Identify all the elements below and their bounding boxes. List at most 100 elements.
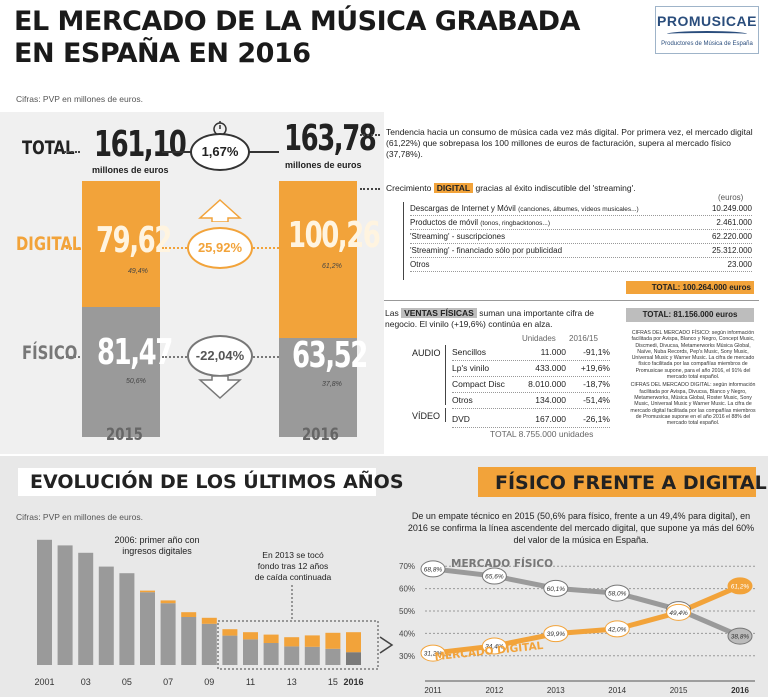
fvd-line-chart: 30%40%50%60%70%68,8%65,6%60,1%58,0%50,6%… [399, 557, 755, 695]
fisico-total: TOTAL: 81.156.000 euros [626, 308, 754, 322]
bar-2015-digital [82, 181, 160, 308]
unit-2015: millones de euros [92, 165, 169, 175]
digital-2015-pct: 49,4% [128, 268, 148, 275]
col-units: Unidades [522, 334, 556, 343]
point-marker [604, 620, 630, 638]
chevron-right-icon [379, 636, 394, 654]
bar-fisico-2009 [201, 623, 217, 665]
bar-fisico-2005 [119, 573, 135, 665]
bar-2016-digital [279, 181, 357, 338]
bar-fisico-2014 [304, 646, 320, 665]
bar-digital-2014 [304, 635, 320, 647]
y-tick-label: 30% [399, 652, 415, 661]
bar-digital-2007 [160, 600, 176, 604]
audio-bracket [445, 345, 446, 405]
bar-digital-2008 [181, 612, 197, 617]
bar-digital-2012 [263, 634, 279, 643]
bar-fisico-2016 [346, 652, 361, 665]
line-digital [432, 583, 741, 656]
data-label: 65,6% [485, 574, 504, 581]
table-row: DVD 167.000 -26,1% [452, 412, 610, 428]
trend-text: Tendencia hacia un consumo de música cad… [386, 127, 753, 159]
fisico-change-circle: -22,04% [187, 335, 253, 377]
section-divider [384, 300, 759, 301]
evolucion-title-box [18, 468, 376, 496]
logo-text: PROMUSICAE [657, 13, 757, 29]
x-tick-label: 2016 [731, 686, 749, 695]
audio-label: AUDIO [412, 348, 441, 358]
table-row: Compact Disc 8.010.000 -18,7% [452, 377, 610, 393]
x-tick-label: 09 [204, 677, 214, 687]
point-marker [420, 560, 446, 578]
bar-fisico-2002 [57, 545, 73, 665]
evolution-bar-chart: 2001 03 05 07 09 11 13 15 2016 [34, 539, 394, 687]
fisico-2015-pct: 50,6% [126, 378, 146, 385]
data-label: 60,1% [547, 586, 566, 593]
x-tick-label: 2001 [34, 677, 54, 687]
table-row: 'Streaming' - suscripciones 62.220.000 [410, 230, 752, 244]
bar-fisico-2013 [284, 646, 300, 665]
bar-digital-2009 [201, 617, 217, 624]
fisico-heading: Las VENTAS FÍSICAS suman una importante … [385, 308, 620, 330]
point-marker [481, 637, 507, 655]
cifras-note: Cifras: PVP en millones de euros. [16, 94, 143, 104]
bar-fisico-2011 [243, 639, 258, 665]
digital-change-circle: 25,92% [187, 227, 253, 269]
label-digital: DIGITAL [16, 233, 82, 255]
table-row: Lp's vinilo 433.000 +19,6% [452, 361, 610, 377]
fisico-table: Sencillos 11.000 -91,1% Lp's vinilo 433.000… [452, 345, 610, 428]
x-tick-label: 2012 [486, 686, 504, 695]
x-tick-label: 13 [287, 677, 297, 687]
y-tick-label: 60% [399, 585, 415, 594]
note-2006: 2006: primer año con ingresos digitales [102, 535, 212, 557]
total-change-circle: 1,67% [190, 133, 250, 171]
trend-dots [360, 134, 380, 136]
x-tick-label: 15 [328, 677, 338, 687]
x-tick-label: 11 [246, 677, 255, 687]
digital-2016-value: 100,26 [288, 215, 381, 256]
note-2013: En 2013 se tocó fondo tras 12 años de ca… [253, 550, 333, 583]
bar-fisico-2006 [140, 592, 155, 665]
bar-digital-2006 [140, 590, 155, 593]
point-marker [543, 625, 569, 643]
line-fisico [432, 566, 741, 639]
table-row: Otros 23.000 [410, 258, 752, 272]
x-tick-label: 03 [81, 677, 91, 687]
video-bracket [445, 408, 446, 422]
logo-subtitle: Productores de Música de España [661, 41, 753, 47]
point-marker [420, 644, 446, 662]
fisico-2016-value: 63,52 [292, 335, 368, 376]
bar-digital-2010 [222, 629, 238, 636]
fvd-title: FÍSICO FRENTE A DIGITAL [495, 472, 767, 494]
logo-swoosh [667, 31, 747, 37]
arrow-down-icon [198, 376, 242, 400]
point-marker [543, 579, 569, 597]
point-marker [666, 603, 692, 621]
title-line1: EL MERCADO DE LA MÚSICA GRABADA [14, 6, 580, 37]
unit-2016: millones de euros [285, 160, 362, 170]
fvd-text: De un empate técnico en 2015 (50,6% para… [407, 511, 755, 545]
bar-digital-2015 [325, 632, 341, 649]
fisico-heading-post: suman una importante cifra de negocio. E… [385, 308, 595, 329]
data-label: 39,9% [547, 631, 566, 638]
evolucion-title: EVOLUCIÓN DE LOS ÚLTIMOS AÑOS [30, 471, 404, 493]
fisico-heading-pre: Las [385, 308, 399, 318]
bar-2016 [279, 181, 357, 437]
data-label: 42,0% [608, 626, 627, 633]
bar-fisico-2012 [263, 643, 279, 665]
x-tick-label: 05 [122, 677, 132, 687]
sources-note: CIFRAS DEL MERCADO FÍSICO: según informa… [630, 330, 756, 427]
bar-digital-2013 [284, 637, 300, 647]
data-label: 38,8% [731, 634, 750, 641]
point-marker [727, 627, 753, 645]
table-row: 'Streaming' - financiado sólo por public… [410, 244, 752, 258]
fisico-2016-pct: 37,8% [322, 381, 342, 388]
fisico-heading-highlight: VENTAS FÍSICAS [401, 308, 477, 318]
y-tick-label: 40% [399, 629, 415, 638]
bar-digital-2011 [243, 632, 258, 640]
table-row: Productos de móvil (tonos, ringbacktonos… [410, 216, 752, 230]
dots-fisico [62, 356, 80, 358]
x-tick-label: 2014 [608, 686, 626, 695]
bar-digital-2016 [346, 632, 361, 653]
dots-digital [66, 247, 80, 249]
